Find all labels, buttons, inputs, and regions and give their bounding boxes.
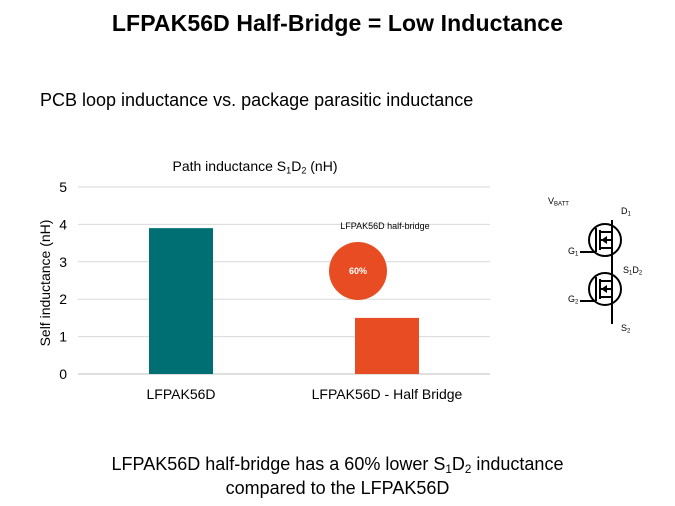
x-tick-label: LFPAK56D xyxy=(147,386,216,402)
half-bridge-schematic xyxy=(580,220,622,324)
gridlines xyxy=(78,186,490,375)
chart-title: Path inductance S1D2 (nH) xyxy=(172,158,338,176)
y-tick-label: 5 xyxy=(59,179,67,195)
label-vbatt: VBATT xyxy=(548,196,569,208)
slide-title: LFPAK56D Half-Bridge = Low Inductance xyxy=(111,10,564,36)
reduction-badge-circle xyxy=(329,242,387,300)
y-tick-label: 2 xyxy=(59,291,67,307)
bar-1 xyxy=(149,228,213,374)
conclusion-text: LFPAK56D half-bridge has a 60% lower S1D… xyxy=(0,452,675,500)
schematic-arrows xyxy=(601,236,607,293)
y-axis-label: Self inductance (nH) xyxy=(37,220,53,347)
y-tick-label: 1 xyxy=(59,329,67,345)
y-tick-labels: 0 1 2 3 4 5 xyxy=(59,179,67,382)
x-tick-labels: LFPAK56D LFPAK56D - Half Bridge xyxy=(147,386,463,402)
y-tick-label: 4 xyxy=(59,216,67,232)
slide-subtitle: PCB loop inductance vs. package parasiti… xyxy=(40,90,474,110)
y-tick-label: 3 xyxy=(59,254,67,270)
y-tick-label: 0 xyxy=(59,366,67,382)
label-s1d2: S1D2 xyxy=(623,265,643,277)
label-g2: G2 xyxy=(568,294,579,306)
conclusion-line-2: compared to the LFPAK56D xyxy=(225,478,450,498)
conclusion-line-1: LFPAK56D half-bridge has a 60% lower S1D… xyxy=(111,454,564,476)
label-s2: S2 xyxy=(621,323,631,335)
reduction-badge-text: 60% xyxy=(349,266,367,276)
bar-2 xyxy=(355,317,419,374)
bars xyxy=(149,228,419,374)
label-d1: D1 xyxy=(621,206,631,218)
annotation-label: LFPAK56D half-bridge xyxy=(340,221,430,231)
label-g1: G1 xyxy=(568,246,579,258)
x-tick-label: LFPAK56D - Half Bridge xyxy=(312,386,463,402)
